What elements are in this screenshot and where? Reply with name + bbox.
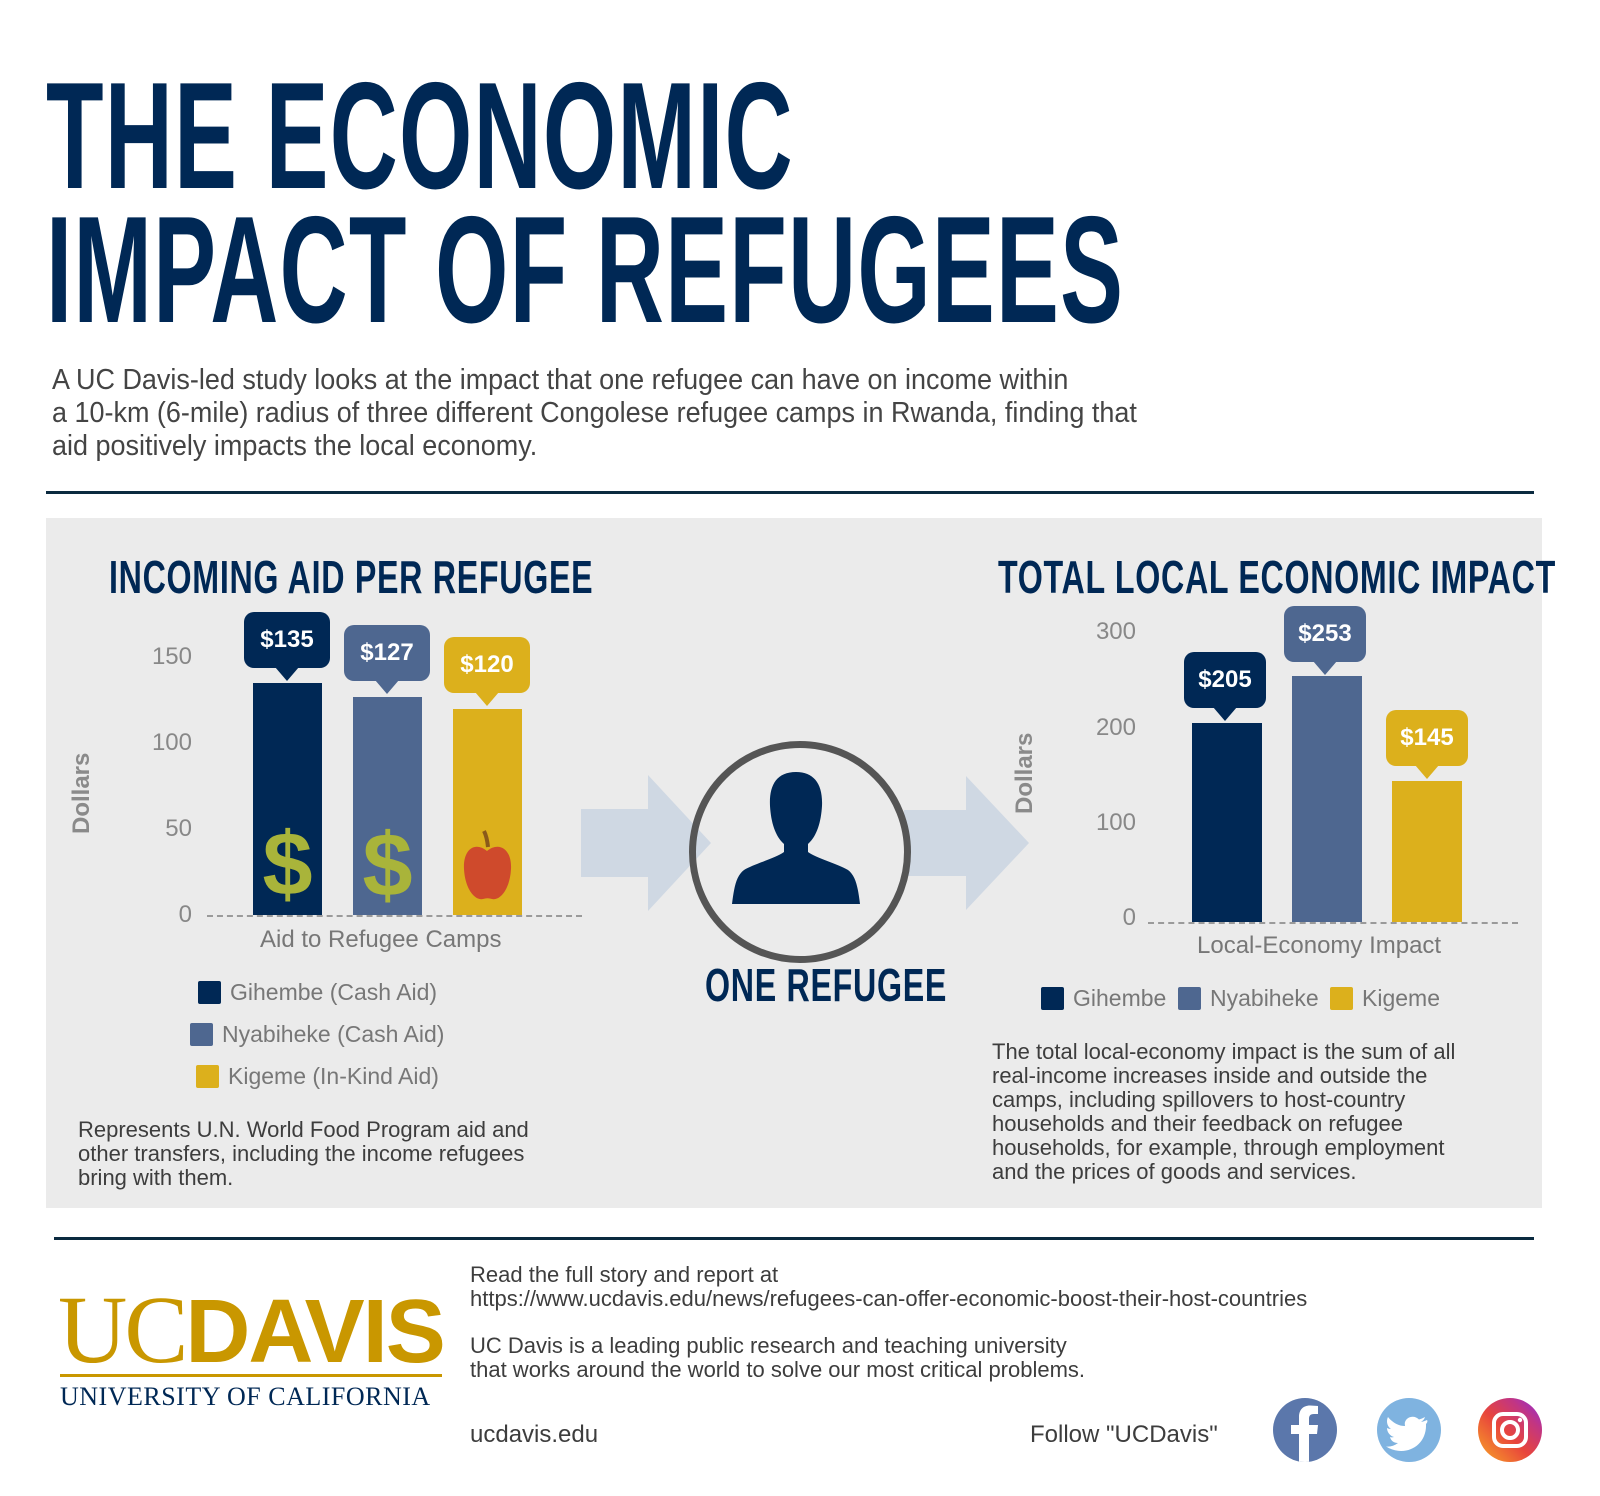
right-bar-nyabiheke xyxy=(1292,676,1362,922)
one-refugee-circle xyxy=(689,741,911,963)
instagram-icon[interactable] xyxy=(1478,1398,1542,1462)
legend-label: Kigeme (In-Kind Aid) xyxy=(228,1063,439,1089)
right-y-tick: 0 xyxy=(1122,904,1136,931)
intro-line: aid positively impacts the local economy… xyxy=(52,430,538,462)
legend-swatch xyxy=(190,1023,213,1046)
right-legend-gihembe: Gihembe xyxy=(1041,985,1166,1012)
about-text: UC Davis is a leading public research an… xyxy=(470,1334,1085,1382)
note-line: and the prices of goods and services. xyxy=(992,1159,1357,1184)
right-value-label-gihembe: $205 xyxy=(1184,652,1266,721)
intro-line: A UC Davis-led study looks at the impact… xyxy=(52,364,1069,396)
read-more-text: Read the full story and report at https:… xyxy=(470,1263,1307,1311)
logo-uc: UC xyxy=(58,1276,188,1383)
left-bar-nyabiheke: $ xyxy=(353,697,422,915)
left-bar-kigeme xyxy=(453,709,522,915)
follow-text: Follow "UCDavis" xyxy=(1030,1421,1218,1448)
left-y-tick: 150 xyxy=(151,643,192,670)
legend-label: Nyabiheke (Cash Aid) xyxy=(222,1021,445,1047)
note-line: households, for example, through employm… xyxy=(992,1135,1445,1160)
note-line: bring with them. xyxy=(78,1165,234,1190)
arrow-right-icon xyxy=(581,775,711,911)
logo-davis: DAVIS xyxy=(185,1282,445,1382)
ucdavis-logo: UCDAVIS xyxy=(58,1282,446,1378)
read-line: Read the full story and report at xyxy=(470,1262,779,1287)
left-legend-gihembe: Gihembe (Cash Aid) xyxy=(198,979,437,1006)
right-value-label-kigeme: $145 xyxy=(1386,710,1468,779)
note-line: other transfers, including the income re… xyxy=(78,1141,525,1166)
left-bar-gihembe: $ xyxy=(253,683,322,915)
one-refugee-label: ONE REFUGEE xyxy=(705,959,948,1011)
bottom-divider xyxy=(54,1237,1534,1240)
right-legend-nyabiheke: Nyabiheke xyxy=(1178,985,1319,1012)
title-line-1: THE ECONOMIC xyxy=(46,51,794,221)
note-line: The total local-economy impact is the su… xyxy=(992,1039,1456,1064)
dollar-sign-icon: $ xyxy=(262,815,312,913)
story-link[interactable]: https://www.ucdavis.edu/news/refugees-ca… xyxy=(470,1286,1308,1311)
left-value-label-gihembe: $135 xyxy=(244,612,330,681)
right-y-tick: 200 xyxy=(1095,714,1136,741)
svg-text:$: $ xyxy=(262,815,312,913)
arrow-right-icon xyxy=(904,776,1029,910)
left-y-tick: 0 xyxy=(178,901,192,928)
svg-text:$: $ xyxy=(362,816,412,914)
left-value-label-kigeme: $120 xyxy=(444,637,530,706)
right-chart-note: The total local-economy impact is the su… xyxy=(992,1040,1455,1184)
right-y-tick: 100 xyxy=(1095,809,1136,836)
facebook-icon[interactable] xyxy=(1273,1398,1337,1462)
right-y-tick: 300 xyxy=(1095,618,1136,645)
legend-swatch xyxy=(196,1065,219,1088)
left-chart-note: Represents U.N. World Food Program aid a… xyxy=(78,1118,529,1190)
right-bar-gihembe xyxy=(1192,723,1262,922)
right-baseline xyxy=(1148,922,1518,924)
about-line: that works around the world to solve our… xyxy=(470,1357,1086,1382)
right-x-axis-label: Local-Economy Impact xyxy=(1197,932,1442,959)
note-line: households and their feedback on refugee xyxy=(992,1111,1403,1136)
intro-paragraph: A UC Davis-led study looks at the impact… xyxy=(52,364,1280,463)
right-legend-kigeme: Kigeme xyxy=(1330,985,1440,1012)
dollar-sign-icon: $ xyxy=(362,816,412,914)
about-line: UC Davis is a leading public research an… xyxy=(470,1333,1067,1358)
legend-swatch xyxy=(1330,987,1353,1010)
left-value-label-nyabiheke: $127 xyxy=(344,625,430,694)
left-y-axis-label: Dollars xyxy=(68,752,95,834)
logo-subtitle: UNIVERSITY OF CALIFORNIA xyxy=(60,1382,431,1411)
page-title: THE ECONOMIC IMPACT OF REFUGEES xyxy=(46,51,1125,355)
site-link[interactable]: ucdavis.edu xyxy=(470,1421,599,1448)
right-chart-title: TOTAL LOCAL ECONOMIC IMPACT xyxy=(998,551,1556,603)
person-silhouette-icon xyxy=(732,772,860,904)
intro-line: a 10-km (6-mile) radius of three differe… xyxy=(52,397,1137,429)
twitter-icon[interactable] xyxy=(1377,1398,1441,1462)
right-bar-kigeme xyxy=(1392,781,1462,922)
left-legend-nyabiheke: Nyabiheke (Cash Aid) xyxy=(190,1021,444,1048)
right-y-axis-label: Dollars xyxy=(1011,732,1038,814)
legend-label: Kigeme xyxy=(1362,985,1440,1011)
legend-swatch xyxy=(198,981,221,1004)
title-line-2: IMPACT OF REFUGEES xyxy=(46,185,1125,355)
note-line: Represents U.N. World Food Program aid a… xyxy=(78,1117,529,1142)
legend-label: Nyabiheke xyxy=(1210,985,1319,1011)
left-legend-kigeme: Kigeme (In-Kind Aid) xyxy=(196,1063,439,1090)
left-x-axis-label: Aid to Refugee Camps xyxy=(260,926,502,953)
left-y-tick: 100 xyxy=(151,729,192,756)
note-line: camps, including spillovers to host-coun… xyxy=(992,1087,1406,1112)
left-baseline xyxy=(207,915,582,917)
left-y-tick: 50 xyxy=(165,815,192,842)
legend-label: Gihembe (Cash Aid) xyxy=(230,979,438,1005)
logo-divider xyxy=(60,1374,442,1377)
legend-swatch xyxy=(1178,987,1201,1010)
note-line: real-income increases inside and outside… xyxy=(992,1063,1428,1088)
left-chart-title: INCOMING AID PER REFUGEE xyxy=(109,551,594,603)
right-value-label-nyabiheke: $253 xyxy=(1284,606,1366,675)
apple-icon xyxy=(463,830,512,900)
legend-label: Gihembe xyxy=(1073,985,1167,1011)
legend-swatch xyxy=(1041,987,1064,1010)
top-divider xyxy=(46,491,1534,494)
